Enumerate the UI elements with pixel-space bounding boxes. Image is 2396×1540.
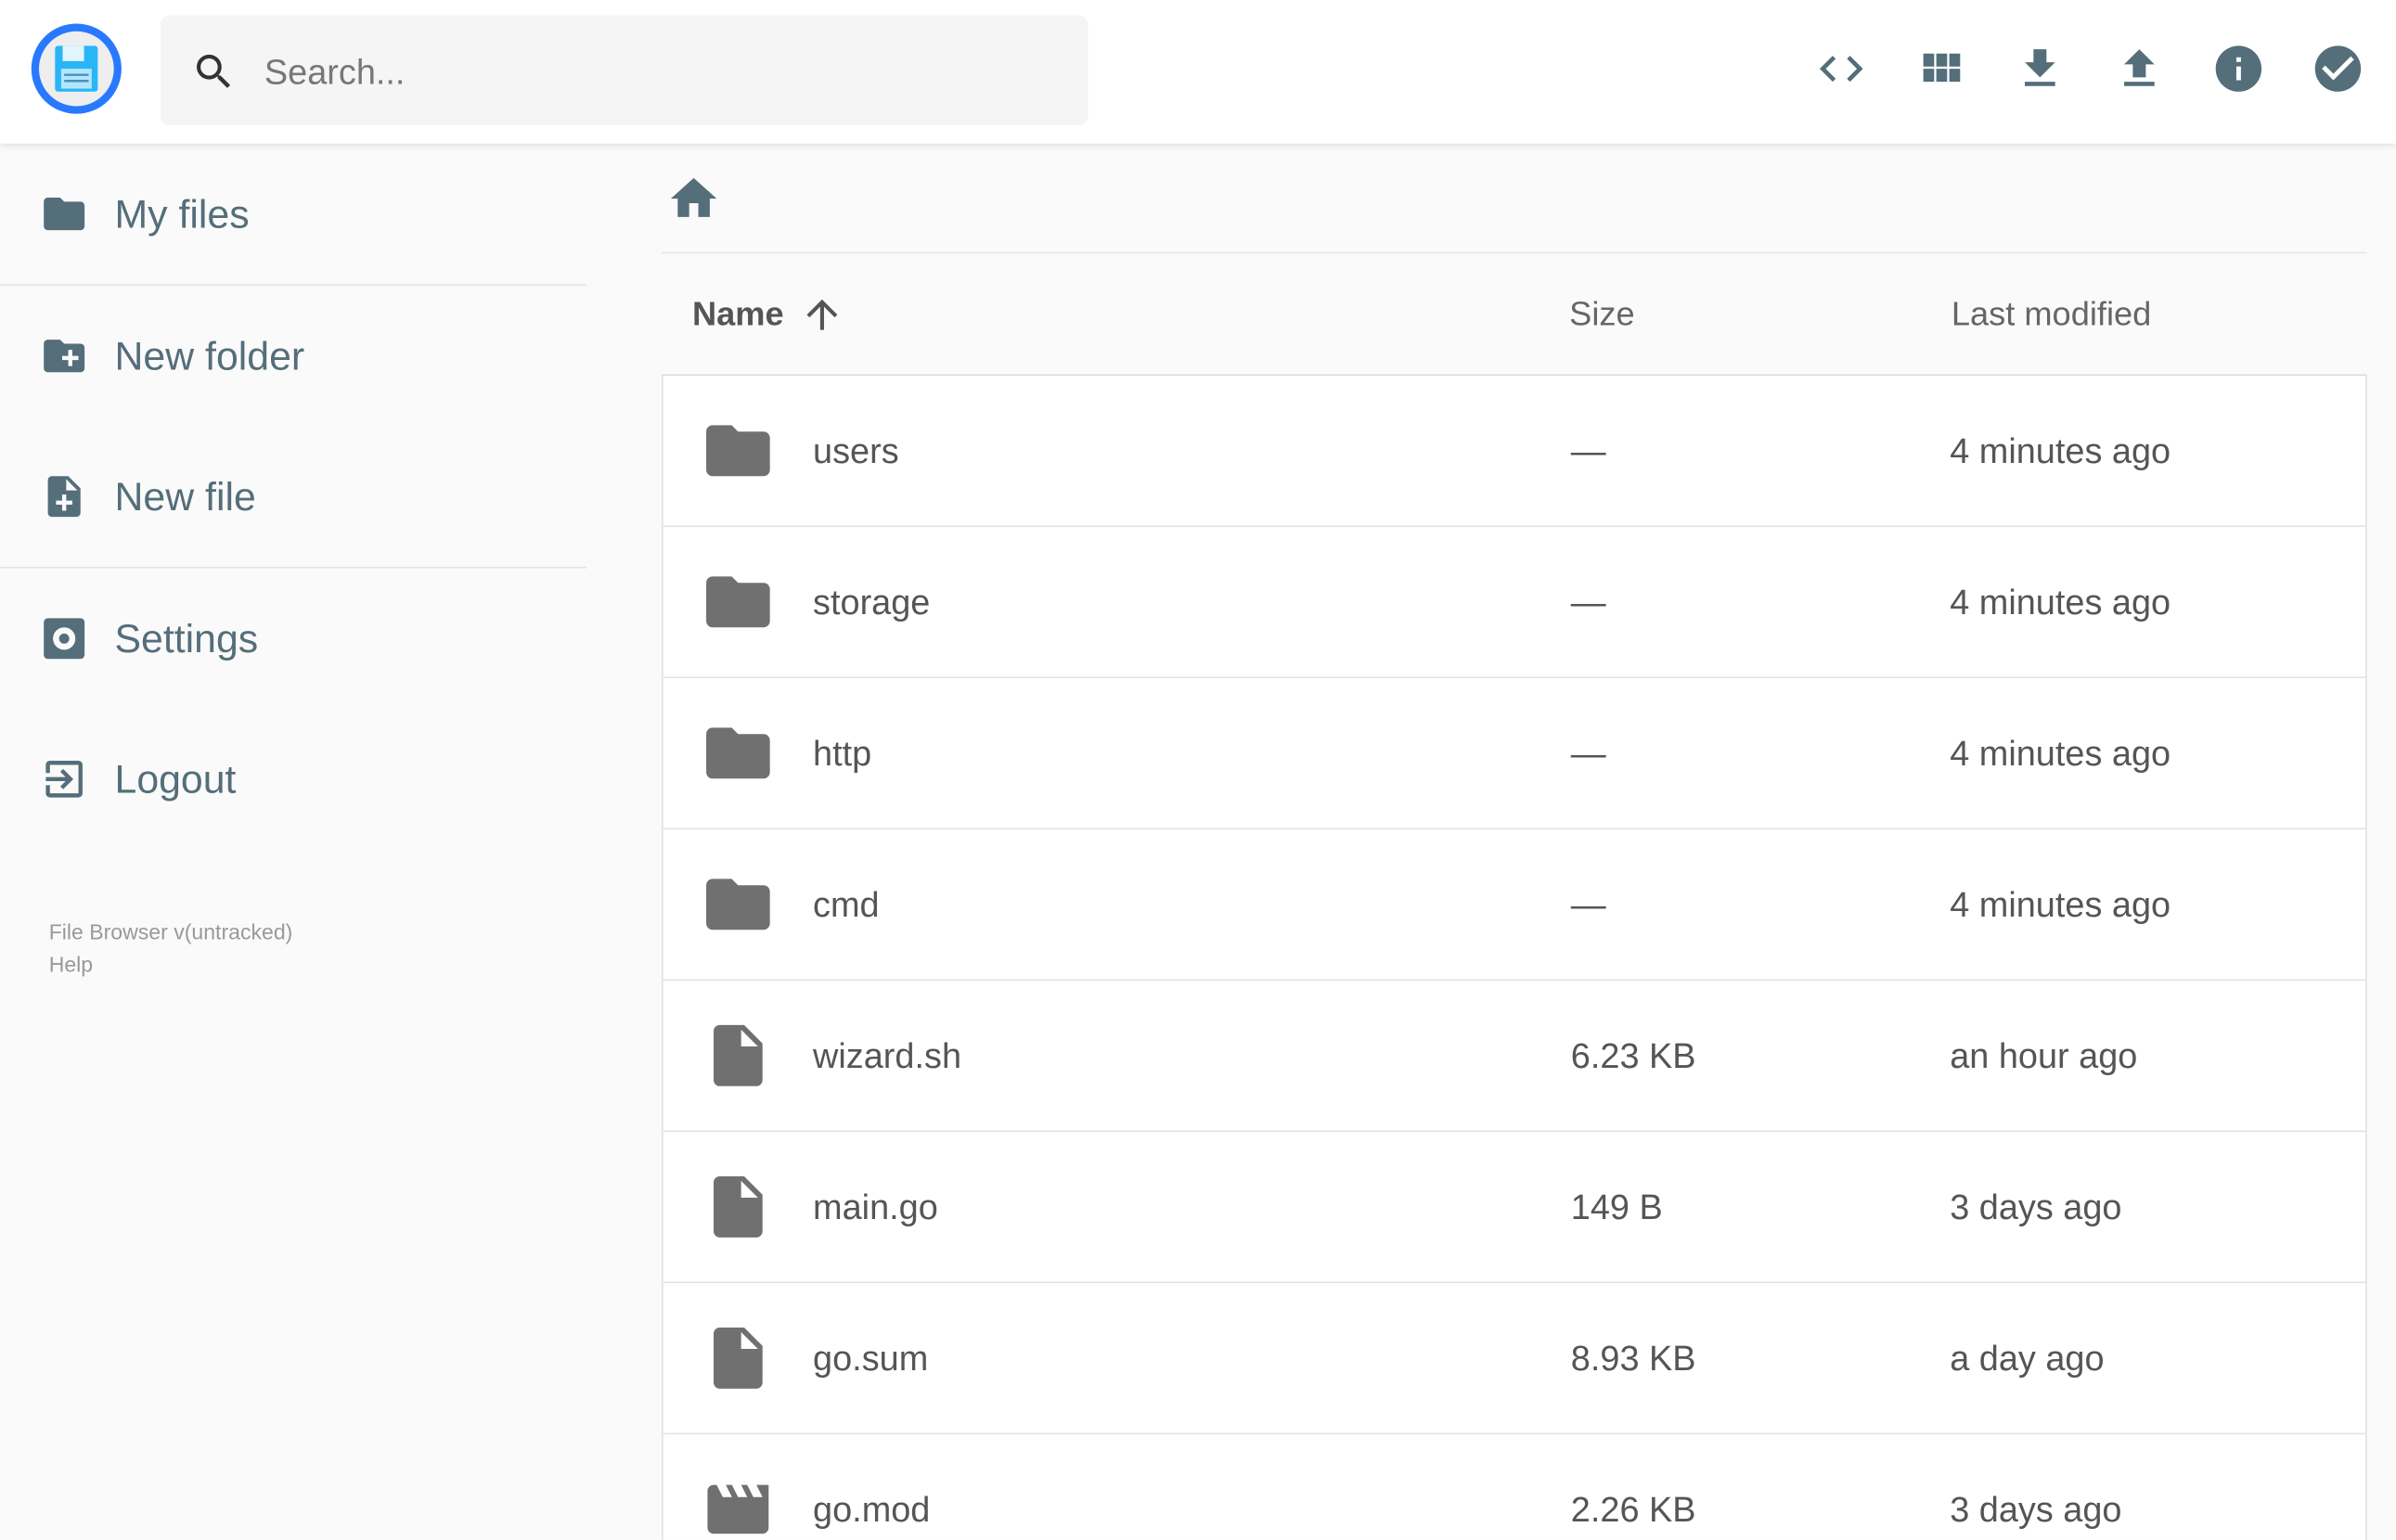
sidebar-item-settings[interactable]: Settings [0,569,586,709]
file-icon [714,1327,763,1389]
credits: File Browser v(untracked) Help [49,917,293,981]
upload-icon[interactable] [2112,41,2167,96]
search-box[interactable] [160,15,1089,126]
check-circle-icon[interactable] [2311,41,2365,96]
sidebar-item-label: New folder [114,332,305,379]
table-row[interactable]: main.go 149 B 3 days ago [662,1132,2367,1284]
file-modified: an hour ago [1950,1034,2138,1075]
breadcrumb [662,144,2367,254]
file-size: 2.26 KB [1570,1488,1696,1529]
version-text: File Browser v(untracked) [48,919,293,944]
file-name: go.sum [813,1337,929,1378]
folder-icon [44,197,85,231]
download-icon[interactable] [2013,41,2068,96]
divider [0,284,587,286]
file-name: wizard.sh [813,1034,962,1075]
file-modified: 4 minutes ago [1950,732,2171,773]
file-modified: 3 days ago [1950,1488,2122,1529]
file-modified: 3 days ago [1950,1186,2122,1226]
file-size: 8.93 KB [1570,1337,1696,1378]
arrow-up-icon [806,298,838,329]
help-link[interactable]: Help [48,951,94,977]
home-icon[interactable] [666,171,721,225]
file-size: — [1570,430,1606,470]
app-logo[interactable] [31,23,122,115]
file-size: — [1570,883,1606,924]
file-size: — [1570,732,1606,773]
file-name: http [813,732,872,773]
file-size: 149 B [1570,1186,1663,1226]
table-header: Name Size Last modified [662,253,2367,377]
search-icon [197,54,231,88]
file-name: storage [813,581,931,622]
modified-header[interactable]: Last modified [1951,293,2152,333]
file-modified: 4 minutes ago [1950,430,2171,470]
table-row[interactable]: users — 4 minutes ago [662,376,2367,528]
file-modified: 4 minutes ago [1950,581,2171,622]
file-icon [714,1175,763,1238]
file-name: go.mod [813,1488,931,1529]
file-name: users [813,430,899,470]
grid-view-icon[interactable] [1913,41,1968,96]
movie-icon [707,1484,769,1534]
file-size: — [1570,581,1606,622]
folder-icon [706,576,770,628]
file-listing: Name Size Last modified users — 4 minutes … [662,144,2367,1540]
file-name: main.go [813,1186,938,1226]
file-size: 6.23 KB [1570,1034,1696,1075]
table-row[interactable]: wizard.sh 6.23 KB an hour ago [662,981,2367,1133]
sort-by-name[interactable]: Name [662,291,1569,337]
folder-icon [706,879,770,930]
code-icon[interactable] [1814,41,1869,96]
sidebar-item-label: My files [114,190,250,237]
settings-icon [44,618,85,660]
sidebar-item-label: Logout [114,755,237,802]
table-row[interactable]: storage — 4 minutes ago [662,527,2367,679]
info-icon[interactable] [2211,41,2266,96]
folder-icon [706,727,770,779]
name-header: Name [691,293,784,333]
sidebar-item-my-files[interactable]: My files [0,144,586,284]
file-modified: a day ago [1950,1337,2105,1378]
note-add-icon [47,476,81,518]
folder-icon [706,425,770,477]
file-name: cmd [813,883,880,924]
table-row[interactable]: go.sum 8.93 KB a day ago [662,1283,2367,1435]
sidebar-item-new-file[interactable]: New file [0,426,586,566]
sidebar-item-logout[interactable]: Logout [0,709,586,849]
size-header[interactable]: Size [1569,293,1635,333]
top-bar [0,0,2396,144]
sidebar: My files New folder New file Settings Lo… [0,144,587,850]
table-row[interactable]: go.mod 2.26 KB 3 days ago [662,1434,2367,1540]
sidebar-item-label: Settings [114,614,259,661]
sidebar-item-new-folder[interactable]: New folder [0,286,586,426]
exit-icon [45,761,83,798]
table-row[interactable]: cmd — 4 minutes ago [662,829,2367,982]
create-new-folder-icon [44,340,85,373]
sidebar-item-label: New file [114,472,256,520]
file-modified: 4 minutes ago [1950,883,2171,924]
file-icon [714,1024,763,1086]
search-input[interactable] [261,43,1032,101]
table-row[interactable]: http — 4 minutes ago [662,678,2367,830]
divider [0,566,587,569]
